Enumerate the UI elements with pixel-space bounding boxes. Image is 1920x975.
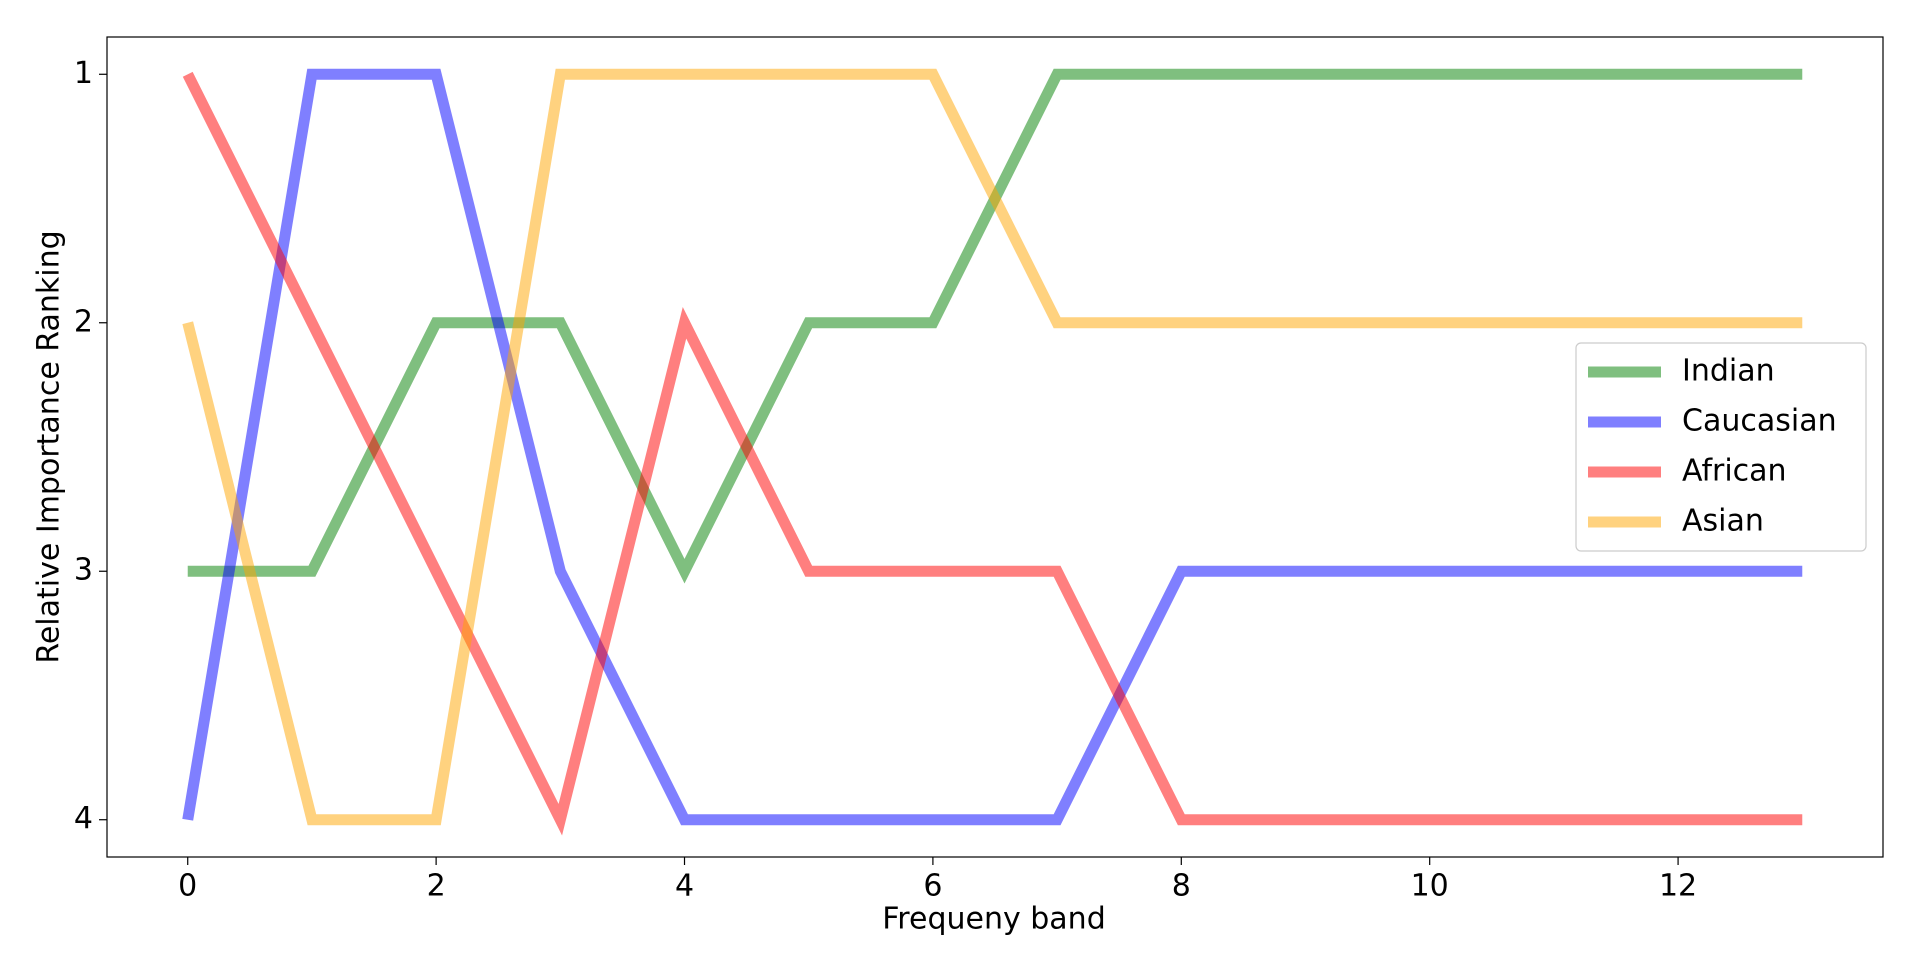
legend-box [1575,342,1867,552]
y-tick-label: 4 [74,801,93,836]
x-tick-label: 2 [427,869,446,904]
x-axis-label: Frequeny band [882,902,1106,937]
legend-label: African [1682,454,1787,489]
y-axis-label: Relative Importance Ranking [32,230,67,663]
x-tick-label: 6 [923,869,942,904]
y-tick-label: 2 [74,304,93,339]
x-tick-label: 4 [675,869,694,904]
series-line [182,71,1803,836]
legend-label: Indian [1682,354,1775,389]
x-tick-label: 12 [1659,869,1697,904]
plot-frame [106,36,1884,858]
y-tick-label: 1 [74,56,93,91]
x-tick-label: 8 [1172,869,1191,904]
series-line [182,68,1803,826]
legend-label: Caucasian [1682,404,1837,439]
x-tick-label: 10 [1411,869,1449,904]
y-tick-label: 3 [74,553,93,588]
x-tick-label: 0 [178,869,197,904]
series-line [182,68,1803,826]
legend-label: Asian [1682,504,1764,539]
